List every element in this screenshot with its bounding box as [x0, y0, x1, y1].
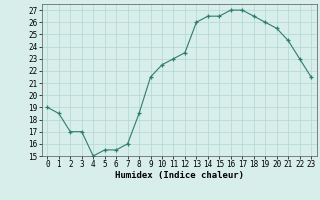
X-axis label: Humidex (Indice chaleur): Humidex (Indice chaleur)	[115, 171, 244, 180]
